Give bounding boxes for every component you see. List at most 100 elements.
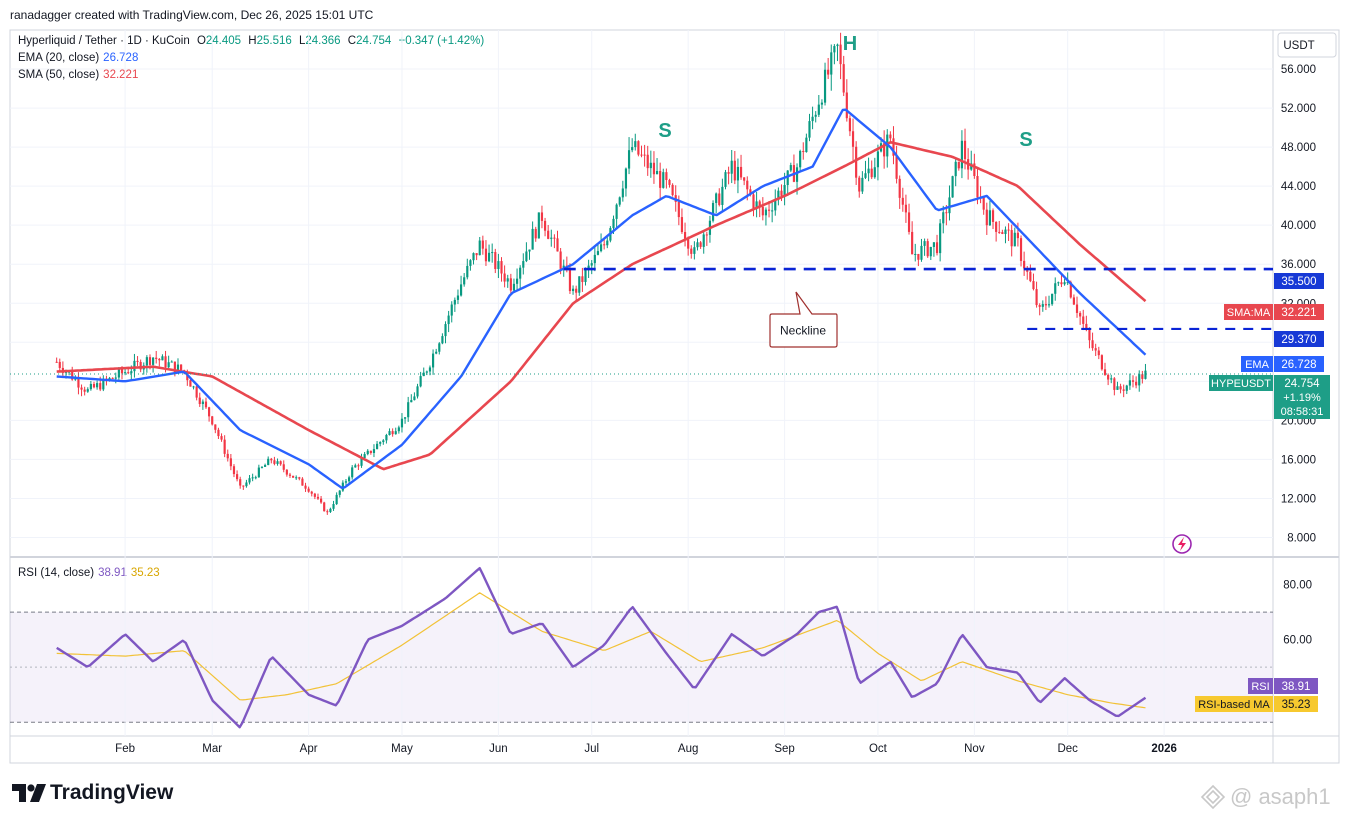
candle-body: [1038, 305, 1041, 307]
candle-body: [1119, 386, 1122, 390]
candle-body: [901, 197, 904, 205]
candle-body: [593, 254, 596, 264]
candle-body: [484, 248, 488, 262]
candle-body: [699, 242, 702, 247]
candle-body: [522, 261, 525, 268]
candle-body: [957, 161, 960, 169]
candle-body: [1057, 282, 1060, 284]
candle-body: [774, 199, 777, 211]
head-label[interactable]: H: [843, 33, 857, 55]
candle-body: [649, 162, 652, 169]
high-value: 25.516: [256, 35, 292, 47]
candle-body: [1085, 323, 1088, 330]
candle-body: [198, 397, 201, 405]
rsi-ma-badge: RSI-based MA 35.23: [1195, 696, 1318, 712]
candle-body: [1079, 312, 1082, 317]
candle-body: [612, 218, 615, 229]
candle-body: [136, 360, 139, 362]
candle-body: [590, 263, 593, 266]
candle-body: [845, 92, 848, 119]
tradingview-logo[interactable]: TradingView: [12, 781, 173, 805]
candle-body: [761, 206, 764, 216]
candle-body: [232, 466, 236, 475]
price-badge-value: 24.754: [1284, 378, 1320, 390]
currency-button[interactable]: [1277, 32, 1337, 58]
candle-body: [599, 244, 603, 252]
candle-body: [388, 431, 391, 435]
candle-body: [1103, 369, 1107, 375]
candle-body: [715, 193, 718, 203]
candle-body: [1001, 232, 1004, 235]
symbol-title[interactable]: Hyperliquid / Tether · 1D · KuCoin: [18, 35, 190, 47]
ema-legend[interactable]: EMA (20, close) 26.728: [18, 52, 138, 64]
left-shoulder-label[interactable]: S: [658, 120, 671, 142]
candle-body: [711, 202, 715, 221]
candle-body: [1113, 378, 1116, 390]
ema-badge-label: EMA: [1245, 359, 1270, 371]
candle-body: [982, 197, 985, 210]
candle-body: [696, 242, 699, 248]
candle-body: [416, 386, 419, 397]
candle-body: [83, 389, 86, 392]
candle-body: [939, 223, 942, 254]
candle-body: [833, 46, 836, 53]
candle-body: [727, 172, 730, 174]
candle-body: [537, 212, 540, 239]
candle-body: [1013, 232, 1016, 247]
candle-body: [795, 167, 799, 182]
candle-body: [354, 465, 357, 468]
time-tick-label: May: [391, 743, 413, 755]
time-tick-label: Jul: [584, 743, 599, 755]
candle-body: [428, 367, 432, 372]
candle-body: [463, 277, 466, 285]
candle-body: [1110, 378, 1113, 380]
candle-body: [568, 269, 572, 292]
candle-body: [419, 376, 422, 387]
candle-body: [152, 357, 155, 365]
candle-body: [375, 443, 379, 450]
right-shoulder-label[interactable]: S: [1019, 129, 1032, 151]
candle-body: [873, 167, 876, 178]
candle-body: [702, 234, 705, 247]
candle-body: [528, 249, 531, 252]
candle-body: [372, 449, 376, 453]
neckline-callout[interactable]: Neckline: [769, 291, 838, 348]
price-tick-label: 8.000: [1287, 532, 1316, 544]
candle-body: [391, 431, 394, 435]
candle-body: [929, 246, 932, 257]
rsi-legend[interactable]: RSI (14, close) 38.91 35.23: [18, 567, 160, 579]
time-tick-label: Apr: [300, 743, 318, 755]
candle-body: [870, 168, 873, 178]
level-35-badge: 35.500: [1274, 273, 1324, 289]
candle-body: [1131, 380, 1135, 382]
candle-body: [683, 232, 687, 239]
candle-body: [1023, 260, 1026, 269]
candle-body: [145, 357, 148, 366]
candle-body: [724, 172, 727, 187]
candle-body: [960, 140, 964, 169]
candle-body: [531, 228, 534, 250]
candle-body: [1069, 282, 1072, 298]
flash-icon[interactable]: [1172, 534, 1192, 554]
candle-body: [942, 212, 945, 224]
candle-body: [1066, 282, 1069, 284]
candle-body: [743, 177, 746, 181]
rsi-legend-label: RSI (14, close): [18, 567, 95, 579]
tradingview-logo-icon: [12, 784, 46, 802]
candle-body: [481, 240, 484, 249]
sma-legend[interactable]: SMA (50, close) 32.221: [18, 69, 138, 81]
candle-body: [543, 220, 547, 231]
candle-body: [329, 508, 332, 512]
watermark-text: @ asaph1: [1230, 784, 1331, 809]
candle-body: [291, 475, 295, 478]
candle-body: [167, 362, 170, 368]
candle-body: [839, 44, 842, 65]
candle-body: [771, 210, 774, 212]
candle-body: [403, 417, 407, 419]
candle-body: [369, 450, 372, 453]
candle-body: [71, 371, 74, 380]
candle-body: [506, 278, 509, 282]
candle-body: [995, 221, 998, 232]
candle-body: [867, 168, 870, 174]
